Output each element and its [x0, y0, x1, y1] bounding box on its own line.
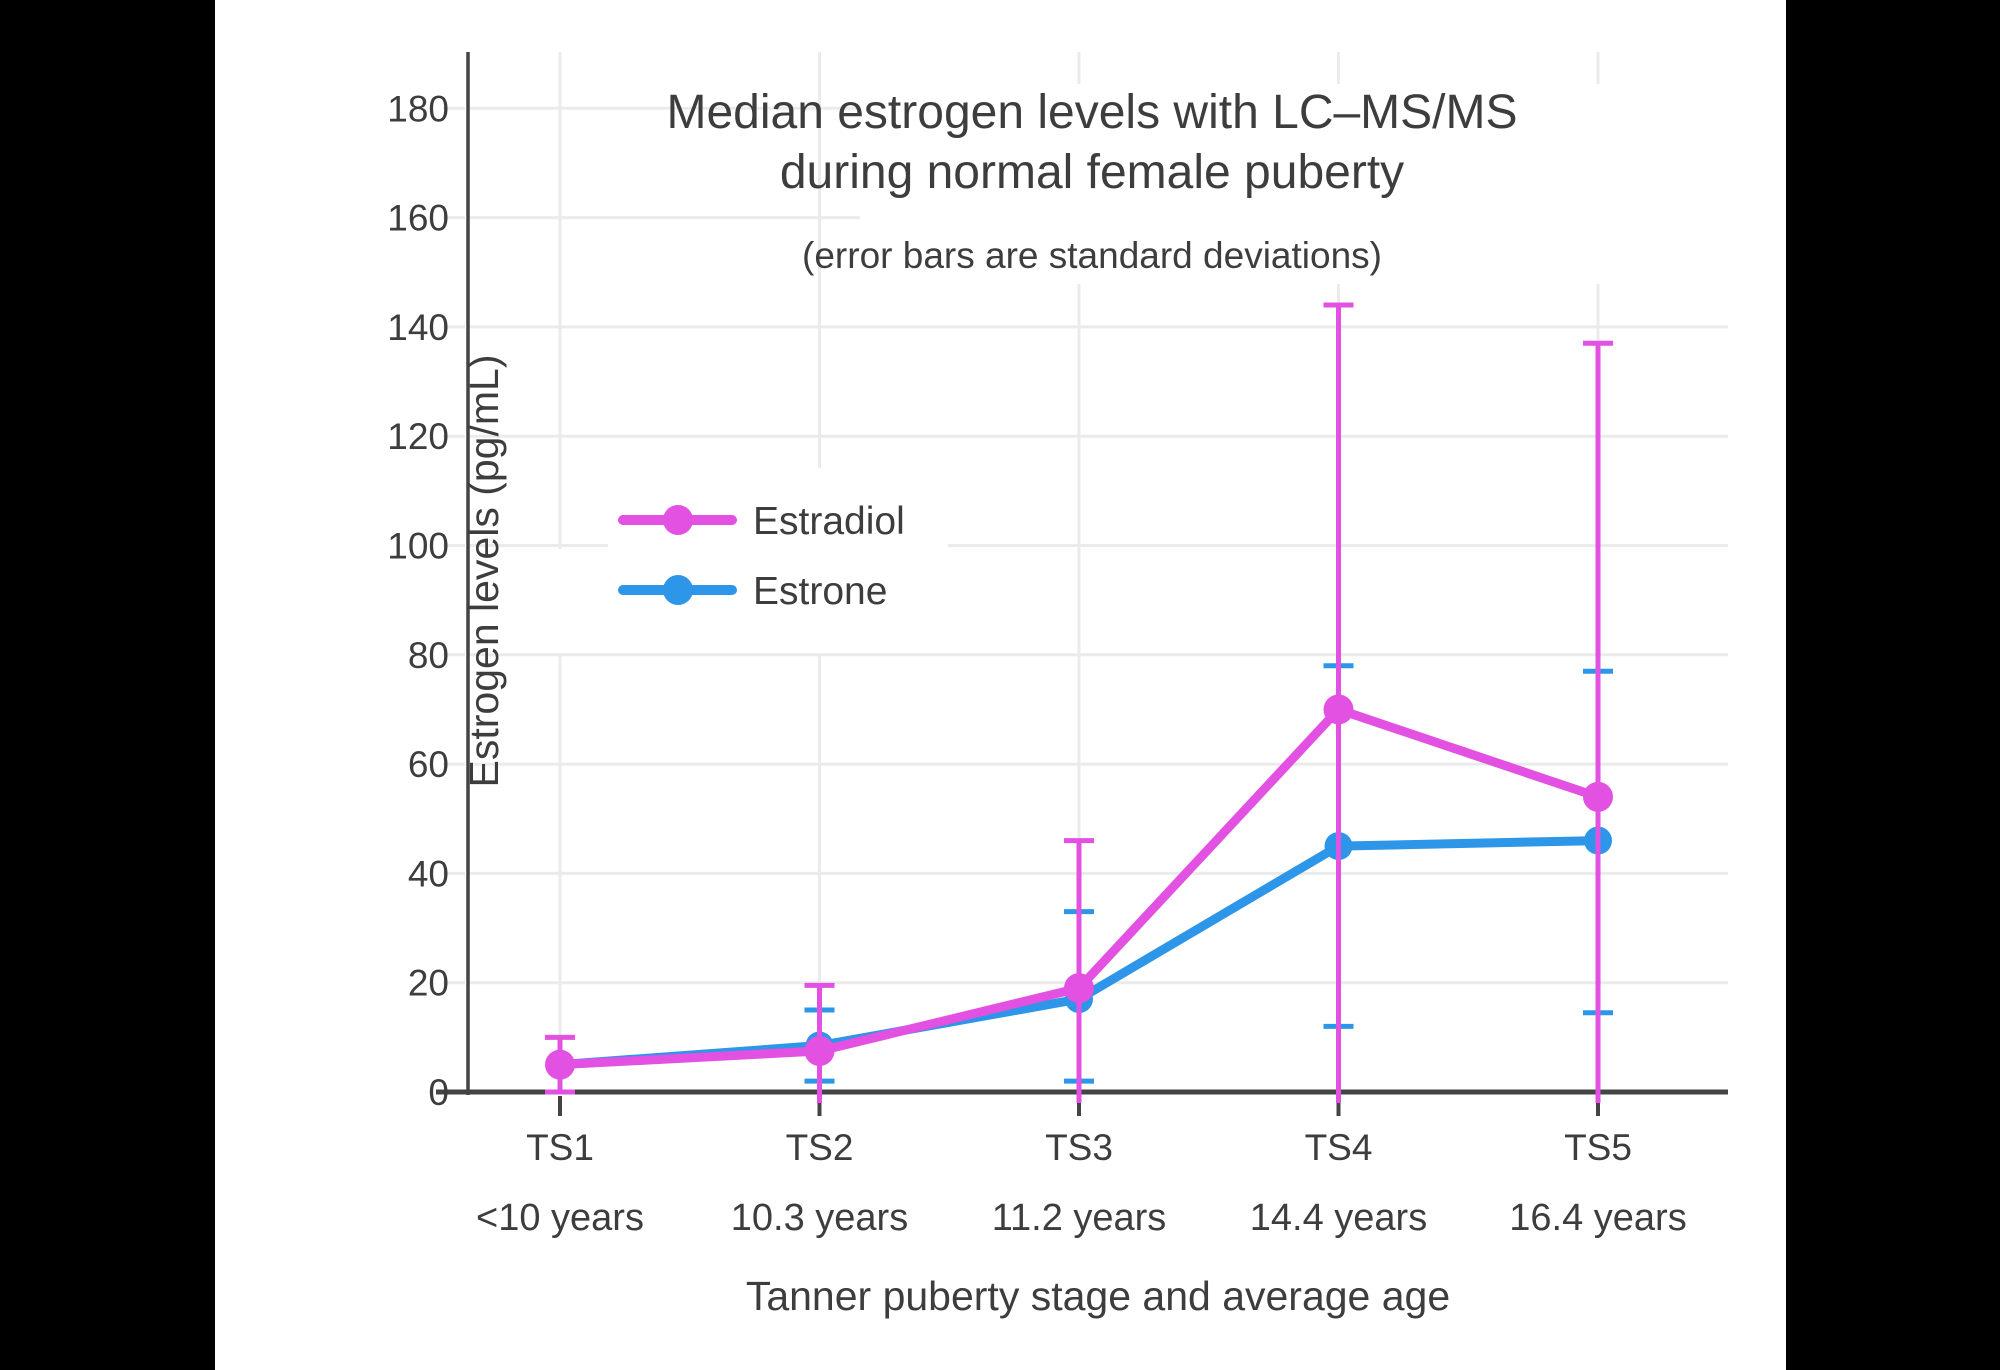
chart-title-line1: Median estrogen levels with LC–MS/MS — [666, 86, 1517, 139]
chart-subtitle: (error bars are standard deviations) — [802, 235, 1382, 276]
title-backdrop — [860, 84, 1740, 284]
y-axis-title: Estrogen levels (pg/mL) — [461, 355, 507, 788]
legend-swatch-dot — [663, 505, 693, 535]
y-tick-label: 120 — [387, 416, 449, 457]
estrogen-line-chart: Median estrogen levels with LC–MS/MS duri… — [387, 52, 1740, 1319]
y-tick-label: 60 — [408, 744, 449, 785]
y-tick-label: 100 — [387, 526, 449, 567]
y-tick-label: 20 — [408, 963, 449, 1004]
x-tick-stage-label: TS2 — [786, 1127, 854, 1168]
x-tick-stage-label: TS1 — [526, 1127, 594, 1168]
x-tick-age-label: 14.4 years — [1250, 1197, 1427, 1239]
x-tick-age-label: 16.4 years — [1509, 1197, 1686, 1239]
y-tick-label: 160 — [387, 198, 449, 239]
x-tick-age-label: 11.2 years — [992, 1197, 1167, 1239]
legend-label: Estrone — [753, 570, 887, 613]
right-black-bar — [1786, 0, 2000, 1370]
left-black-bar — [0, 0, 215, 1370]
estradiol-point — [545, 1049, 575, 1080]
estradiol-point — [1064, 973, 1094, 1004]
estradiol-point — [804, 1036, 835, 1067]
legend-item-estradiol[interactable]: Estradiol — [618, 500, 905, 543]
estradiol-point — [1583, 781, 1613, 812]
chart-canvas: Median estrogen levels with LC–MS/MS duri… — [215, 0, 1786, 1370]
legend-swatch-dot — [663, 575, 693, 605]
x-tick-stage-label: TS4 — [1305, 1127, 1373, 1168]
legend-backdrop — [553, 549, 948, 653]
y-tick-label: 140 — [387, 307, 449, 348]
legend-item-estrone[interactable]: Estrone — [618, 570, 887, 613]
chart-title-line2: during normal female puberty — [780, 146, 1404, 199]
y-tick-label: 0 — [428, 1072, 449, 1113]
x-tick-stage-label: TS3 — [1045, 1127, 1113, 1168]
y-tick-label: 80 — [408, 635, 449, 676]
estradiol-point — [1323, 694, 1354, 725]
y-tick-label: 40 — [408, 853, 449, 894]
x-tick-stage-label: TS5 — [1564, 1127, 1632, 1168]
x-tick-age-label: 10.3 years — [731, 1197, 908, 1239]
x-tick-age-label: <10 years — [476, 1197, 644, 1239]
legend-label: Estradiol — [753, 500, 905, 543]
y-tick-label: 180 — [387, 88, 449, 129]
x-axis-title: Tanner puberty stage and average age — [746, 1273, 1450, 1319]
